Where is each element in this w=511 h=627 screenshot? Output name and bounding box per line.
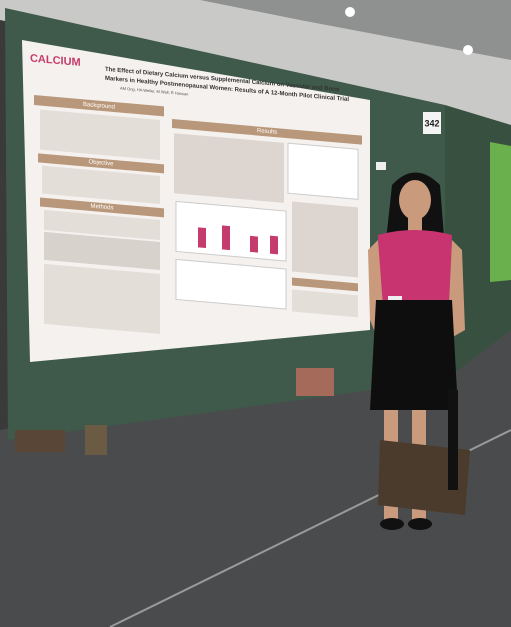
stand-leg <box>448 390 458 490</box>
section-header-bar <box>38 153 164 174</box>
shoe <box>380 518 404 530</box>
section-header: Methods <box>91 204 114 212</box>
shoe <box>408 518 432 530</box>
figure-bar <box>198 227 206 249</box>
section-header-bar <box>172 119 362 145</box>
arm <box>368 240 395 345</box>
table <box>292 201 358 278</box>
table <box>174 133 284 203</box>
face <box>399 180 431 220</box>
text-block <box>44 263 160 334</box>
neighbor-poster <box>490 142 511 282</box>
poster-authors: AM Ong, HA Weiler, M Wall, R Hassan <box>120 86 188 97</box>
section-header: Results <box>257 128 277 136</box>
poster-logo: CALCIUM <box>30 53 81 69</box>
ceiling-light <box>463 45 473 55</box>
skirt <box>370 300 458 410</box>
section-header-bar <box>292 277 358 292</box>
person-feet <box>15 430 65 452</box>
bag <box>378 440 470 515</box>
person-feet <box>296 368 334 396</box>
text-block <box>44 209 160 240</box>
section-header: Objective <box>89 159 115 167</box>
figure <box>175 200 287 262</box>
figure <box>175 258 287 310</box>
figure-bar <box>270 235 278 255</box>
text-block <box>42 165 160 204</box>
arm <box>425 240 465 350</box>
poster-content: CALCIUM The Effect of Dietary Calcium ve… <box>30 53 362 334</box>
figure-bar <box>222 225 230 251</box>
person-feet <box>85 425 107 455</box>
top <box>378 230 452 305</box>
board-number-card <box>423 112 441 134</box>
table <box>44 231 160 270</box>
figure <box>287 142 359 200</box>
text-block <box>40 109 160 160</box>
figure-bar <box>250 235 258 253</box>
section-header: Background <box>83 102 115 111</box>
text-block <box>292 289 358 318</box>
board-tag <box>376 162 386 170</box>
ceiling-light <box>345 7 355 17</box>
section-header-bar <box>34 94 164 117</box>
ceiling-beams <box>200 0 511 60</box>
section-header-bar <box>40 197 164 218</box>
neck <box>408 215 422 233</box>
board-number: 342 <box>424 118 439 128</box>
